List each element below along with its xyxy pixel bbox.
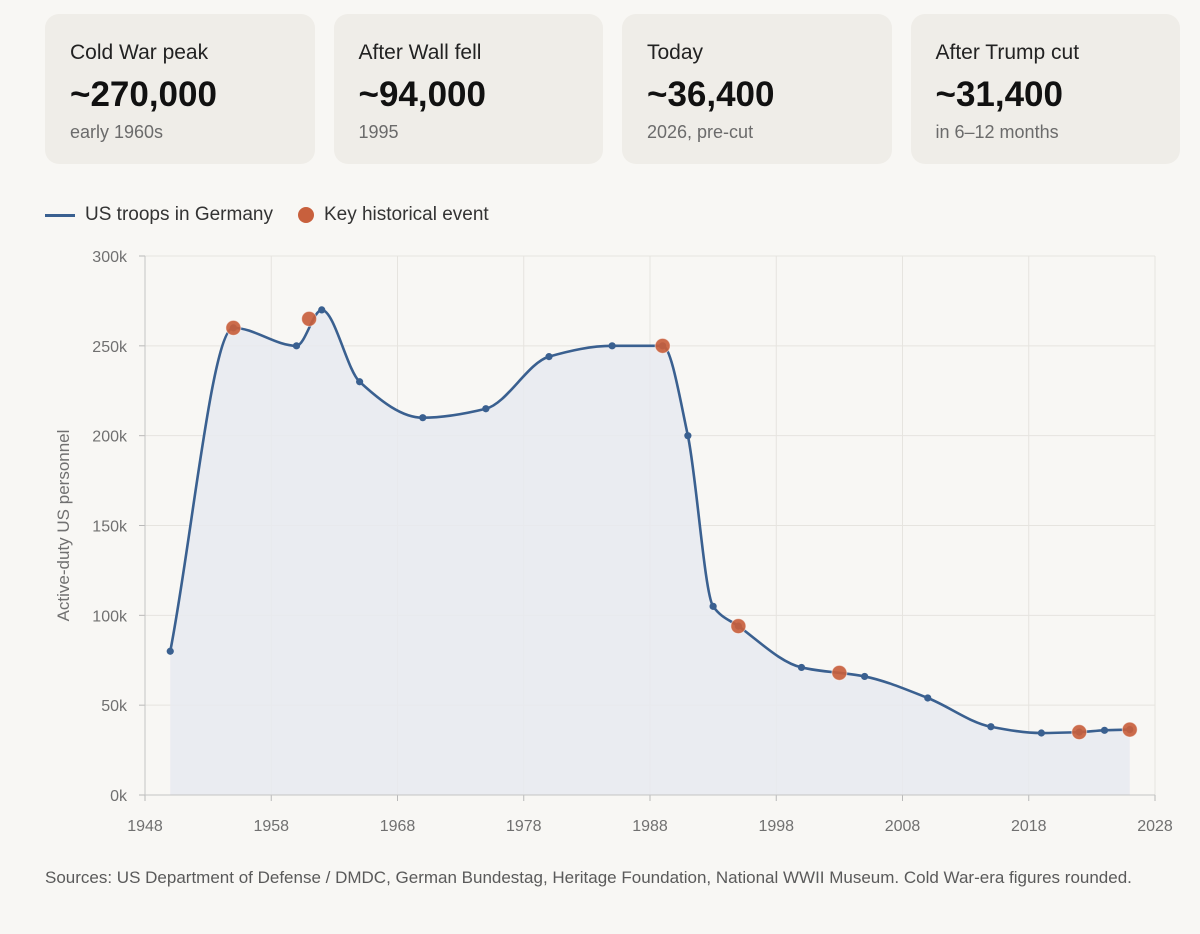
stat-card-cold-war-peak: Cold War peak ~270,000 early 1960s [45,14,315,164]
y-tick-label: 50k [101,698,128,715]
stat-card-label: After Wall fell [358,41,482,64]
chart-legend: US troops in Germany Key historical even… [45,203,514,227]
stat-card-label: Cold War peak [70,41,209,64]
y-tick-label: 100k [92,608,128,625]
legend-event-label: Key historical event [323,204,489,225]
data-point [608,342,616,350]
axes: 0k 50k 100k 150k 200k 250k 300k 1948 1958 1968 197… [54,249,1173,835]
stat-card-subtitle: 2026, pre-cut [647,122,754,142]
area-fill-layer [170,309,1130,795]
data-point [482,405,490,413]
event-marker [225,319,242,336]
data-point [1037,729,1045,737]
stat-card-subtitle: 1995 [358,122,399,142]
x-tick-label: 1958 [253,818,289,835]
data-point [924,694,932,702]
x-tick-label: 2018 [1011,818,1047,835]
x-tick-label: 1978 [506,818,542,835]
data-point [545,353,553,361]
data-point [684,432,692,440]
sources-note: Sources: US Department of Defense / DMDC… [45,868,1132,887]
x-tick-label: 2028 [1137,818,1173,835]
stat-card-label: After Trump cut [935,41,1080,64]
data-point [987,723,995,731]
y-axis-title: Active-duty US personnel [54,430,73,622]
y-tick-label: 250k [92,339,128,356]
troop-chart: 0k 50k 100k 150k 200k 250k 300k 1948 1958 1968 197… [54,249,1173,835]
stat-card-label: Today [647,41,704,64]
data-point [356,378,364,386]
data-point [1100,726,1109,734]
data-point [318,306,326,314]
y-tick-label: 0k [110,788,128,805]
legend-item-series[interactable]: US troops in Germany [45,204,273,226]
data-point [797,663,806,672]
area-fill [170,309,1130,795]
stat-card-value: ~270,000 [70,75,217,114]
event-marker [831,664,848,681]
legend-series-label: US troops in Germany [85,204,273,225]
y-tick-label: 150k [92,519,128,536]
stat-card-value: ~31,400 [935,75,1064,114]
y-tick-label: 200k [92,429,128,446]
stat-card-after-wall-fell: After Wall fell ~94,000 1995 [333,14,603,164]
x-tick-label: 1988 [632,818,668,835]
legend-dot-swatch [297,207,314,223]
legend-item-events[interactable]: Key historical event [297,204,489,226]
legend-line-swatch [45,213,75,217]
stat-card-today: Today ~36,400 2026, pre-cut [622,14,892,164]
data-point [292,342,301,350]
x-tick-label: 1968 [380,818,416,835]
stat-card-value: ~36,400 [647,75,775,114]
data-point [166,647,174,655]
x-tick-label: 2008 [885,818,921,835]
event-marker [1071,724,1088,741]
stat-cards: Cold War peak ~270,000 early 1960s After… [45,14,1180,164]
y-tick-label: 300k [92,249,128,266]
event-markers [225,310,1138,741]
event-marker [301,310,318,327]
stat-card-after-trump-cut: After Trump cut ~31,400 in 6–12 months [910,14,1180,164]
event-marker [1121,721,1138,738]
x-tick-label: 1948 [127,818,163,835]
data-point [419,414,427,422]
stat-card-subtitle: early 1960s [70,122,164,142]
event-marker [730,618,747,635]
data-point [861,672,869,681]
data-point [709,602,717,610]
stat-card-value: ~94,000 [358,75,487,114]
x-tick-label: 1998 [758,818,794,835]
event-marker [654,337,671,354]
stat-card-subtitle: in 6–12 months [935,122,1059,142]
